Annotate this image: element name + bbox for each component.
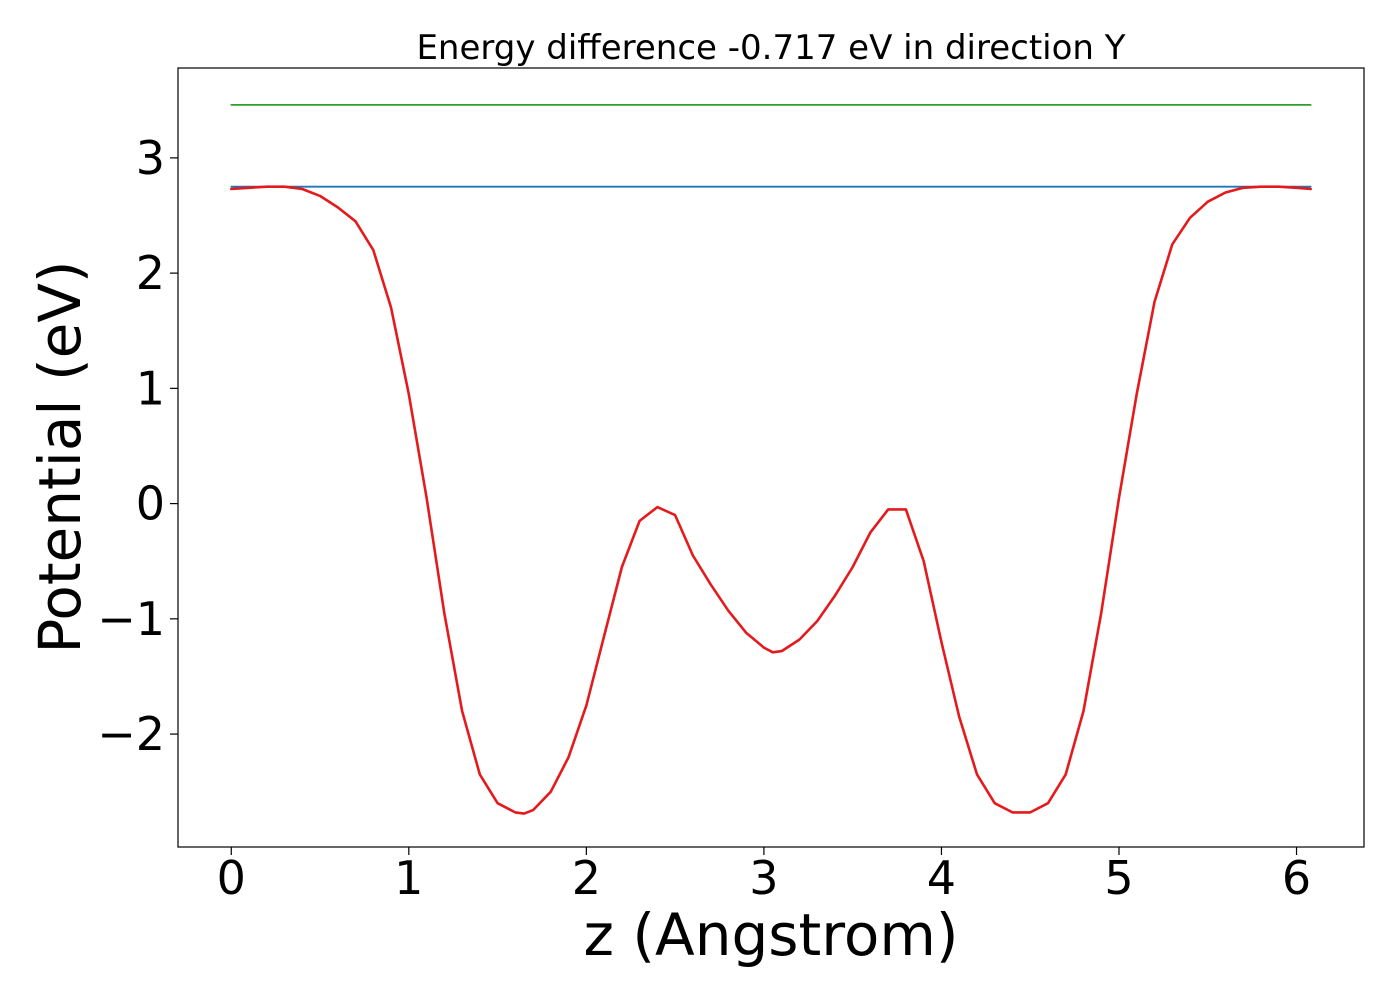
x-axis-label: z (Angstrom) (584, 901, 959, 969)
series-layer (230, 104, 1312, 815)
y-tick-label: 1 (136, 361, 165, 415)
y-axis-label: Potential (eV) (26, 260, 94, 653)
x-tick-label: 3 (749, 851, 778, 905)
x-axis: 0 1 2 3 4 5 6 (217, 847, 1311, 905)
chart-title: Energy difference -0.717 eV in direction… (416, 28, 1125, 68)
y-tick-label: −2 (97, 707, 165, 761)
y-axis: −2 −1 0 1 2 3 (97, 131, 178, 761)
plot-area-frame (177, 67, 1365, 848)
y-tick-label: 0 (136, 477, 165, 531)
y-tick-label: 2 (136, 246, 165, 300)
x-tick-label: 2 (572, 851, 601, 905)
series-line-red (230, 185, 1312, 815)
x-tick-label: 0 (217, 851, 246, 905)
y-tick-label: −1 (97, 592, 165, 646)
x-tick-label: 1 (394, 851, 423, 905)
x-tick-label: 4 (927, 851, 956, 905)
y-tick-label: 3 (136, 131, 165, 185)
x-tick-label: 6 (1282, 851, 1311, 905)
x-tick-label: 5 (1104, 851, 1133, 905)
